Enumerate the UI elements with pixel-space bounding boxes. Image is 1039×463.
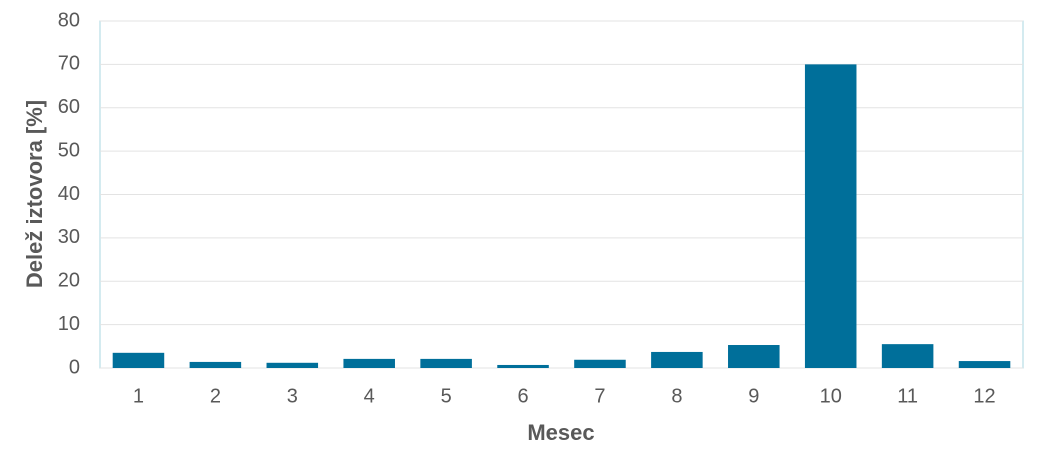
y-tick-label: 10 [58,313,80,335]
bar [958,361,1011,368]
y-tick-label: 30 [58,226,80,248]
x-axis-title: Mesec [527,420,594,445]
y-tick-label: 70 [58,53,80,75]
x-tick-label: 4 [364,385,375,407]
y-axis-title: Delež iztovora [%] [22,100,47,288]
x-tick-label: 8 [671,385,682,407]
x-tick-label: 2 [210,385,221,407]
bar [266,362,319,368]
bar [881,344,934,368]
bar [420,358,472,368]
bar [651,351,703,368]
bar [574,359,626,368]
bar [112,352,165,368]
x-tick-label: 12 [973,385,995,407]
y-tick-label: 0 [69,356,80,378]
x-tick-label: 1 [133,385,144,407]
y-tick-label: 20 [58,270,80,292]
y-tick-label: 80 [58,9,80,31]
x-tick-label: 10 [820,385,842,407]
x-tick-label: 11 [897,385,918,407]
y-tick-label: 40 [58,183,80,205]
x-tick-label: 3 [287,385,298,407]
bar [343,358,395,368]
bar [189,361,242,368]
x-tick-label: 9 [748,385,759,407]
x-tick-label: 5 [441,385,452,407]
x-tick-label: 7 [594,385,605,407]
x-tick-label: 6 [517,385,528,407]
bar [804,64,857,368]
bar [497,364,549,368]
y-tick-label: 50 [58,139,80,161]
y-tick-label: 60 [58,96,80,118]
bar [728,345,780,368]
